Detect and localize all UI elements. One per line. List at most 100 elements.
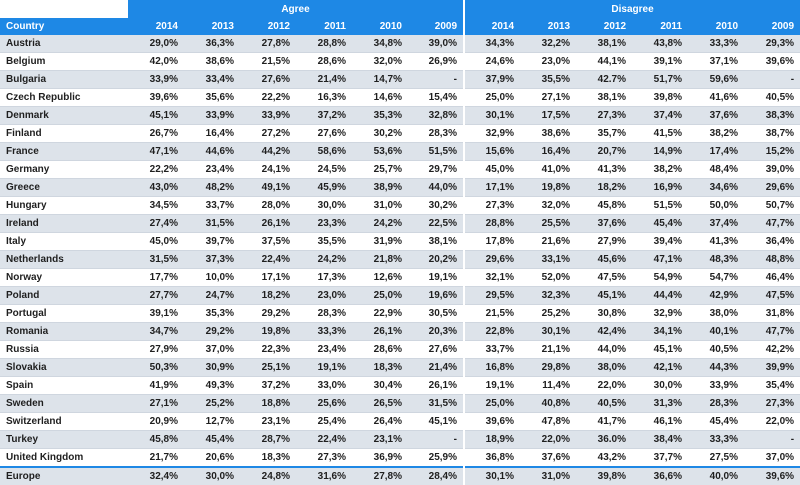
disagree-value-cell: 32,3% (520, 286, 577, 305)
disagree-value-cell: 48,8% (744, 250, 800, 269)
disagree-value-cell: 37,7% (632, 448, 689, 468)
table-row: Belgium 42,0% 38,6% 21,5% 28,6% 32,0% 26,9% 24,… (0, 52, 800, 71)
agree-value-cell: 27,8% (352, 466, 408, 485)
agree-value-cell: 53,6% (352, 142, 408, 161)
disagree-value-cell: 40,5% (688, 340, 745, 359)
disagree-value-cell: 30,1% (463, 466, 521, 485)
agree-value-cell: 25,7% (352, 160, 408, 179)
agree-value-cell: 20,6% (184, 448, 240, 468)
agree-value-cell: 19,6% (408, 286, 465, 305)
agree-value-cell: 27,7% (128, 286, 184, 305)
agree-value-cell: 45,0% (128, 232, 184, 251)
agree-value-cell: 31,5% (184, 214, 240, 233)
agree-value-cell: 35,6% (184, 88, 240, 107)
disagree-value-cell: 39,6% (744, 466, 800, 485)
agree-value-cell: 31,5% (408, 394, 465, 413)
disagree-value-cell: 27,5% (688, 448, 745, 468)
agree-value-cell: 43,0% (128, 178, 184, 197)
disagree-value-cell: 32,9% (463, 124, 521, 143)
agree-value-cell: 39,1% (128, 304, 184, 323)
disagree-value-cell: 41,0% (520, 160, 577, 179)
agree-value-cell: 29,2% (184, 322, 240, 341)
disagree-value-cell: 35,7% (576, 124, 633, 143)
agree-value-cell: 44,6% (184, 142, 240, 161)
agree-value-cell: 47,1% (128, 142, 184, 161)
agree-value-cell: 34,7% (128, 322, 184, 341)
disagree-value-cell: 44,1% (576, 52, 633, 71)
agree-value-cell: 22,5% (408, 214, 465, 233)
agree-value-cell: 32,8% (408, 106, 465, 125)
agree-value-cell: 28,3% (408, 124, 465, 143)
country-cell: Austria (0, 35, 128, 53)
disagree-value-cell: 42,1% (632, 358, 689, 377)
disagree-value-cell: 42,9% (688, 286, 745, 305)
disagree-value-cell: 41,3% (576, 160, 633, 179)
year-header-disagree: 2012 (576, 18, 633, 35)
disagree-value-cell: 31,3% (632, 394, 689, 413)
disagree-value-cell: 37,4% (632, 106, 689, 125)
agree-value-cell: 26,9% (408, 52, 465, 71)
country-cell: Ireland (0, 214, 128, 233)
agree-value-cell: 28,6% (352, 340, 408, 359)
table-row: France 47,1% 44,6% 44,2% 58,6% 53,6% 51,5% 15,6… (0, 142, 800, 161)
agree-value-cell: 48,2% (184, 178, 240, 197)
agree-value-cell: 10,0% (184, 268, 240, 287)
disagree-value-cell: 42.7% (576, 70, 633, 89)
disagree-value-cell: 15,2% (744, 142, 800, 161)
agree-value-cell: 25,4% (296, 412, 352, 431)
disagree-value-cell: 45,4% (688, 412, 745, 431)
disagree-value-cell: 40,5% (576, 394, 633, 413)
agree-value-cell: 27,6% (240, 70, 296, 89)
agree-value-cell: 24,5% (296, 160, 352, 179)
agree-value-cell: 23,0% (296, 286, 352, 305)
agree-value-cell: 23,4% (296, 340, 352, 359)
disagree-value-cell: 43,8% (632, 35, 689, 53)
agree-value-cell: 23,1% (352, 430, 408, 449)
country-cell: Bulgaria (0, 70, 128, 89)
table-row: Russia 27,9% 37,0% 22,3% 23,4% 28,6% 27,6% 33,7… (0, 340, 800, 359)
disagree-value-cell: 47,7% (744, 214, 800, 233)
table-row: Austria 29,0% 36,3% 27,8% 28,8% 34,8% 39,0% 34,… (0, 35, 800, 53)
disagree-value-cell: 50,7% (744, 196, 800, 215)
disagree-value-cell: 38,0% (576, 358, 633, 377)
agree-value-cell: 33,0% (296, 376, 352, 395)
agree-value-cell: 45,1% (128, 106, 184, 125)
disagree-value-cell: 37,9% (463, 70, 521, 89)
agree-value-cell: 28,4% (408, 466, 465, 485)
agree-value-cell: 33,3% (296, 322, 352, 341)
disagree-value-cell: 32,1% (463, 268, 521, 287)
table-row: Bulgaria 33,9% 33,4% 27,6% 21,4% 14,7% -37,9% 3… (0, 70, 800, 89)
table-row: Greece 43,0% 48,2% 49,1% 45,9% 38,9% 44,0% 17,1… (0, 178, 800, 197)
country-cell: Greece (0, 178, 128, 197)
disagree-value-cell: 36,8% (463, 448, 521, 468)
agree-value-cell: 25,9% (408, 448, 465, 468)
agree-value-cell: 27,4% (128, 214, 184, 233)
agree-value-cell: 34,8% (352, 35, 408, 53)
disagree-value-cell: 32,0% (520, 196, 577, 215)
country-cell: Slovakia (0, 358, 128, 377)
table-row: Germany 22,2% 23,4% 24,1% 24,5% 25,7% 29,7% 45,… (0, 160, 800, 179)
agree-value-cell: 20,9% (128, 412, 184, 431)
agree-value-cell: 51,5% (408, 142, 465, 161)
agree-value-cell: 28,6% (296, 52, 352, 71)
disagree-value-cell: 39,1% (632, 52, 689, 71)
agree-value-cell: 27,3% (296, 448, 352, 468)
disagree-value-cell: 31,8% (744, 304, 800, 323)
agree-value-cell: 15,4% (408, 88, 465, 107)
disagree-value-cell: 29,8% (520, 358, 577, 377)
agree-value-cell: 22,2% (240, 88, 296, 107)
agree-value-cell: 26,4% (352, 412, 408, 431)
agree-value-cell: 27,8% (240, 35, 296, 53)
disagree-value-cell: 39,6% (463, 412, 521, 431)
agree-value-cell: 35,5% (296, 232, 352, 251)
agree-value-cell: 23,4% (184, 160, 240, 179)
year-header-disagree: 2014 (463, 18, 521, 35)
table-footer: Europe 32,4% 30,0% 24,8% 31,6% 27,8% 28,4% 30,1… (0, 466, 800, 485)
agree-value-cell: 28,8% (296, 35, 352, 53)
agree-value-cell: 26,5% (352, 394, 408, 413)
disagree-value-cell: 39,9% (744, 358, 800, 377)
disagree-value-cell: 38,2% (632, 160, 689, 179)
disagree-value-cell: 16,8% (463, 358, 521, 377)
agree-value-cell: 39,0% (408, 35, 465, 53)
agree-value-cell: 28,3% (296, 304, 352, 323)
